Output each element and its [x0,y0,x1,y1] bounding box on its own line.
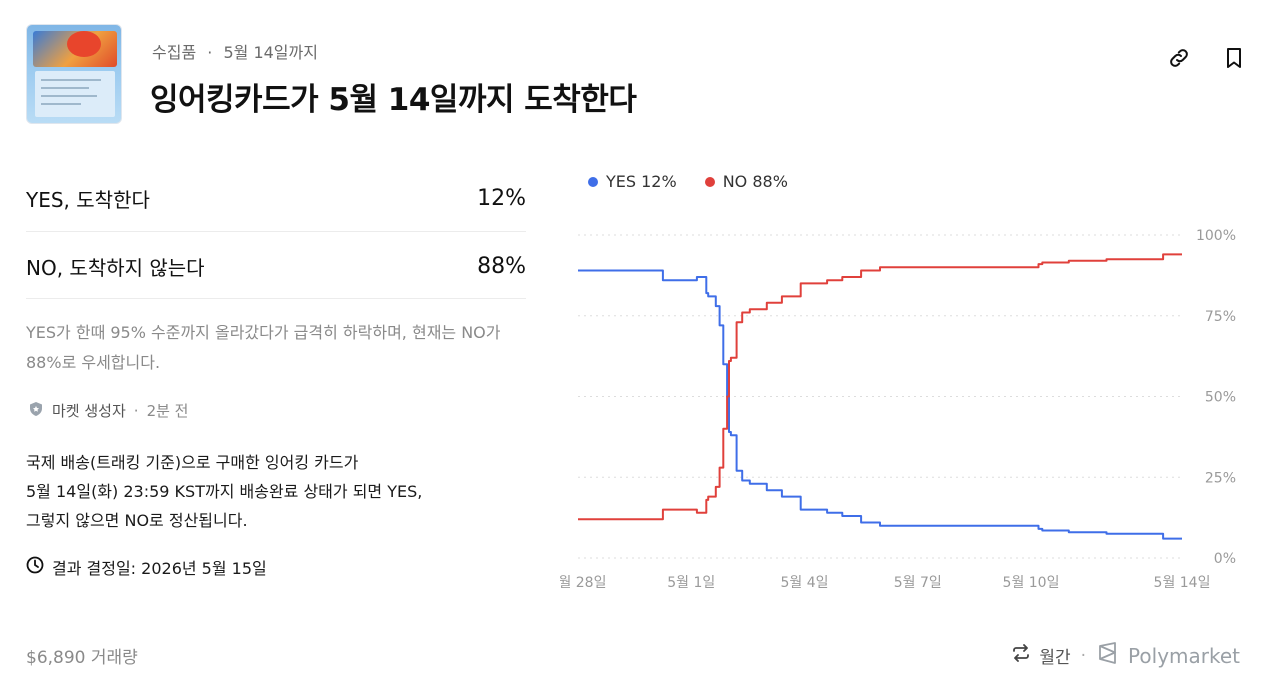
x-tick-label: 5월 7일 [894,575,942,591]
outcome-yes[interactable]: YES, 도착한다 12% [26,184,526,213]
resolution-label: 결과 결정일: 2026년 5월 15일 [52,559,267,578]
legend-label: NO 88% [722,172,788,191]
polymarket-logo-icon [1096,641,1120,670]
legend-label: YES 12% [606,172,677,191]
brand-logo: Polymarket [1096,641,1240,670]
category-label: 수집품 [152,43,197,62]
rules-line: 그렇지 않으면 NO로 정산됩니다. [26,511,248,530]
series-line-no [578,253,1182,521]
volume-label: $6,890 거래량 [26,648,138,668]
outcome-yes-percent: 12% [477,186,526,211]
footer-right: 월간 · Polymarket [1011,641,1240,670]
legend-dot [588,176,598,187]
x-tick-label: 5월 1일 [667,575,715,591]
bookmark-icon[interactable] [1220,44,1248,72]
legend-dot [704,176,715,187]
y-tick-label: 25% [1205,470,1236,486]
outcome-no[interactable]: NO, 도착하지 않는다 88% [26,252,526,281]
rules-line: 국제 배송(트래킹 기준)으로 구매한 잉어킹 카드가 [26,453,359,472]
probability-chart[interactable]: 100% 75% 50% 25% 0% 4월 28일 5월 1일 5월 4일 5월 7일 5월 1… [560,215,1250,600]
creator-line: 마켓 생성자 · 2분 전 [28,400,188,421]
divider [26,231,526,232]
outcome-no-label: NO, 도착하지 않는다 [26,256,205,280]
shield-icon [28,401,44,421]
clock-icon [26,556,44,578]
interval-label: 월간 [1039,648,1071,668]
divider [26,298,526,299]
rules-line: 5월 14일(화) 23:59 KST까지 배송완료 상태가 되면 YES, [26,482,423,501]
legend-item-no: NO 88% [704,172,788,191]
x-tick-label: 5월 14일 [1154,575,1211,591]
page-title: 잉어킹카드가 5월 14일까지 도착한다 [150,82,637,118]
x-tick-label: 4월 28일 [560,575,606,591]
repeat-icon [1011,644,1031,667]
y-tick-label: 100% [1196,228,1236,244]
rules-text: 국제 배송(트래킹 기준)으로 구매한 잉어킹 카드가 5월 14일(화) 23… [26,448,526,535]
market-summary: YES가 한때 95% 수준까지 올라갔다가 급격히 하락하며, 현재는 NO가… [26,323,501,372]
legend-item-yes: YES 12% [588,172,677,191]
category-line: 수집품 · 5월 14일까지 [152,43,318,62]
y-tick-label: 75% [1205,309,1236,325]
x-tick-label: 5월 4일 [780,575,828,591]
chart-legend: YES 12% NO 88% [588,172,788,191]
link-icon[interactable] [1165,44,1193,72]
x-tick-label: 5월 10일 [1003,575,1060,591]
y-tick-label: 0% [1214,551,1236,567]
creator-name: 마켓 생성자 [52,402,126,420]
creator-time: 2분 전 [146,402,189,420]
deadline-label: 5월 14일까지 [223,43,318,62]
y-tick-label: 50% [1205,390,1236,406]
outcome-yes-label: YES, 도착한다 [26,188,150,212]
market-thumbnail [26,24,122,124]
resolution-date: 결과 결정일: 2026년 5월 15일 [26,555,267,579]
interval-toggle[interactable]: 월간 [1011,643,1071,668]
series-line-yes [578,269,1182,540]
brand-name: Polymarket [1128,643,1240,668]
outcome-no-percent: 88% [477,254,526,279]
